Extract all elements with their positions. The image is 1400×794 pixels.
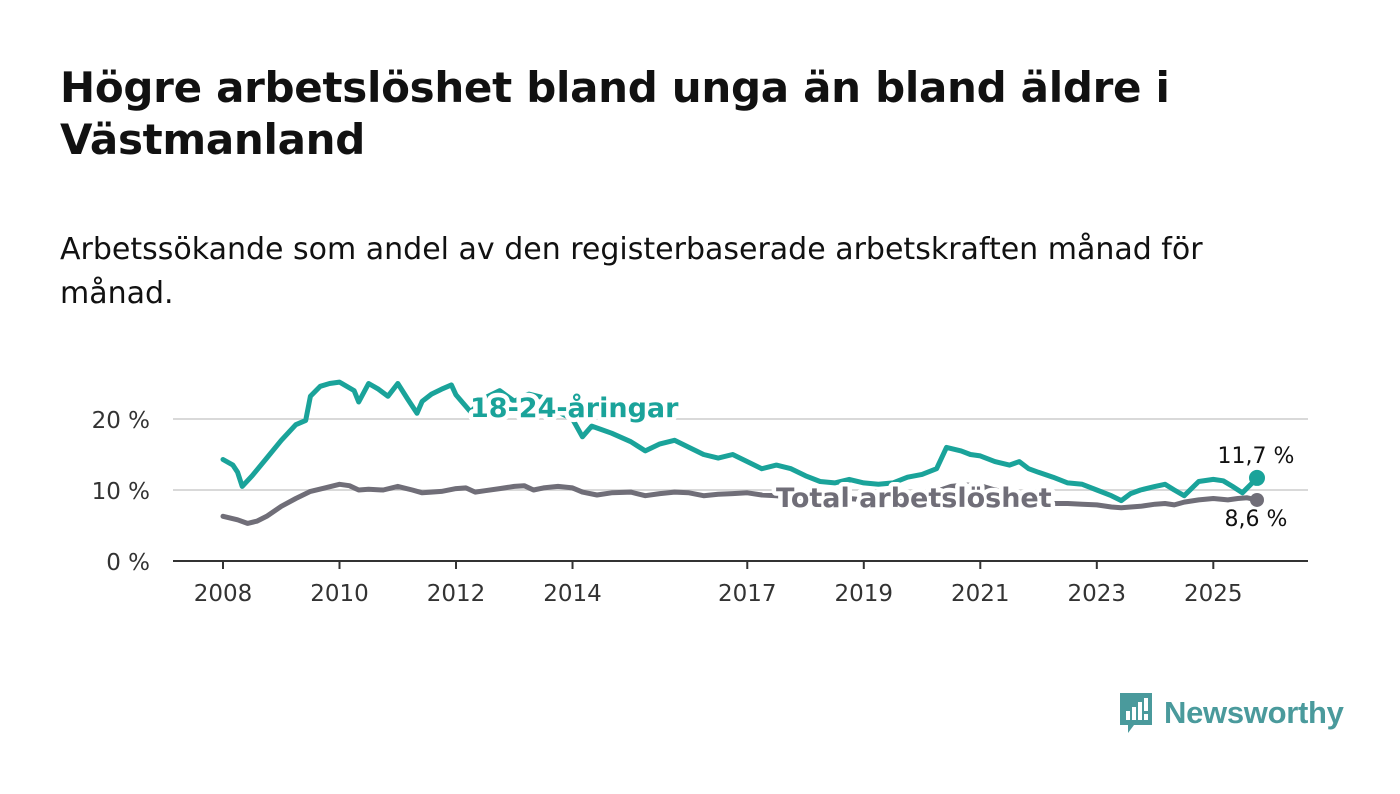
x-tick-label: 2012 <box>427 581 486 607</box>
axes: 0 % 10 % 20 % 2008 2010 2012 2014 2017 2019 2021 2… <box>92 408 1308 607</box>
youth-end-value-label: 11,7 % <box>1218 444 1295 469</box>
youth-endpoint-marker <box>1249 469 1265 486</box>
total-end-value-label: 8,6 % <box>1225 507 1288 532</box>
chart-subtitle: Arbetssökande som andel av den registerb… <box>60 232 1203 311</box>
y-tick-label: 20 % <box>92 408 150 434</box>
x-tick-label: 2025 <box>1184 581 1243 607</box>
chart-title: Högre arbetslöshet bland unga än bland ä… <box>60 63 1170 164</box>
y-tick-label: 0 % <box>106 550 150 576</box>
total-series-label: Total arbetslöshet <box>776 483 1052 514</box>
bar-chart-logo-icon <box>1120 693 1152 733</box>
x-tick-label: 2017 <box>718 581 777 607</box>
x-tick-label: 2019 <box>835 581 894 607</box>
series-lines <box>220 379 1265 526</box>
youth-series-label: 18-24-åringar <box>470 392 679 424</box>
y-tick-label: 10 % <box>92 479 150 505</box>
total-series-label-halo: Total arbetslöshet <box>776 483 1052 514</box>
grid-lines <box>173 418 1308 491</box>
total-unemployment-line <box>220 481 1260 526</box>
youth-series-label-halo: 18-24-åringar <box>470 392 679 424</box>
youth-unemployment-line <box>220 379 1260 504</box>
total-endpoint-marker <box>1250 492 1264 507</box>
x-tick-label: 2008 <box>194 581 253 607</box>
x-tick-label: 2010 <box>310 581 369 607</box>
x-tick-label: 2014 <box>543 581 602 607</box>
x-tick-label: 2021 <box>951 581 1010 607</box>
brand-name: Newsworthy <box>1164 695 1344 730</box>
x-tick-label: 2023 <box>1068 581 1127 607</box>
newsworthy-logo[interactable]: Newsworthy <box>1118 690 1344 736</box>
